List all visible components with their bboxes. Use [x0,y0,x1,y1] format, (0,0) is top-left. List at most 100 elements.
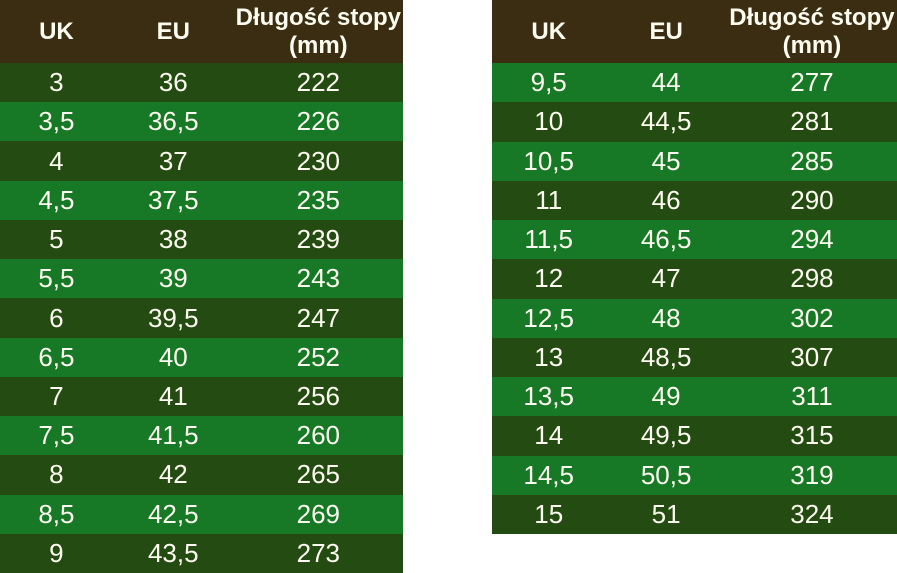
cell-uk: 5,5 [38,263,75,294]
table-body: 3 36 222 3,5 36,5 226 4 37 230 4,5 37,5 235 5 38 239 5,… [0,63,403,573]
table-row: 7 41 256 [0,376,403,417]
cell-uk: 12 [534,263,564,294]
cell-mm: 247 [296,302,341,333]
cell-eu: 40 [158,341,188,372]
table-row: 7,5 41,5 260 [0,416,403,456]
cell-uk: 6 [49,302,64,333]
header-cell-eu: EU [605,0,727,63]
table-row: 14 49,5 315 [492,416,897,456]
cell-eu: 48 [651,302,681,333]
cell-uk: 9 [49,537,64,568]
header-label-foot-length: Długość stopy (mm) [235,3,402,59]
cell-eu: 46,5 [640,224,692,255]
table-row: 8 42 265 [0,455,403,495]
header-cell-uk: UK [492,0,605,63]
table-row: 14,5 50,5 319 [492,455,897,495]
cell-eu: 42,5 [147,498,199,529]
cell-mm: 230 [296,145,341,176]
cell-eu: 37,5 [147,184,199,215]
table-row: 3,5 36,5 226 [0,102,403,142]
cell-eu: 48,5 [640,341,692,372]
table-row: 11 46 290 [492,180,897,220]
cell-uk: 3,5 [38,106,75,137]
cell-eu: 42 [158,459,188,490]
header-label-uk: UK [39,17,74,45]
cell-eu: 36 [158,67,188,98]
cell-uk: 14 [534,420,564,451]
cell-uk: 9,5 [530,67,567,98]
cell-uk: 7,5 [38,420,75,451]
cell-mm: 298 [790,263,834,294]
header-cell-foot-length: Długość stopy (mm) [727,0,897,63]
cell-eu: 41 [158,380,188,411]
cell-eu: 44,5 [640,106,692,137]
cell-eu: 41,5 [147,420,199,451]
cell-mm: 256 [296,380,341,411]
cell-uk: 8,5 [38,498,75,529]
header-cell-foot-length: Długość stopy (mm) [234,0,403,63]
table-row: 12,5 48 302 [492,298,897,338]
header-row: UK EU Długość stopy (mm) [0,0,403,63]
header-label-eu: EU [649,17,683,45]
cell-mm: 222 [296,67,341,98]
cell-eu: 39,5 [147,302,199,333]
cell-uk: 4 [49,145,64,176]
cell-eu: 39 [158,263,188,294]
cell-mm: 243 [296,263,341,294]
cell-mm: 311 [791,381,833,412]
cell-mm: 239 [296,224,341,255]
cell-mm: 302 [790,302,834,333]
cell-eu: 50,5 [640,459,692,490]
cell-eu: 36,5 [147,106,199,137]
cell-uk: 7 [49,380,64,411]
cell-mm: 307 [790,341,834,372]
table-row: 4 37 230 [0,141,403,181]
header-label-eu: EU [156,17,190,45]
cell-mm: 294 [790,224,834,255]
cell-uk: 4,5 [38,184,75,215]
size-table-left: UK EU Długość stopy (mm) 3 36 222 3,5 36,5 22… [0,0,403,573]
table-row: 4,5 37,5 235 [0,180,403,220]
cell-uk: 10 [534,106,564,137]
cell-mm: 315 [790,420,834,451]
cell-mm: 285 [790,145,834,176]
cell-eu: 49 [651,381,681,412]
cell-eu: 51 [651,498,681,529]
table-row: 5,5 39 243 [0,259,403,299]
cell-uk: 6,5 [38,341,75,372]
cell-mm: 273 [296,537,341,568]
cell-uk: 3 [49,67,64,98]
table-row: 11,5 46,5 294 [492,220,897,260]
cell-uk: 11,5 [524,224,574,255]
cell-uk: 10,5 [523,145,574,176]
cell-uk: 8 [49,459,64,490]
cell-eu: 43,5 [147,537,199,568]
cell-mm: 265 [296,459,341,490]
cell-uk: 15 [534,498,564,529]
cell-mm: 252 [296,341,341,372]
size-table-right: UK EU Długość stopy (mm) 9,5 44 277 10 44,5 2… [492,0,897,534]
table-row: 15 51 324 [492,494,897,534]
cell-eu: 49,5 [640,420,692,451]
table-row: 13,5 49 311 [492,377,897,417]
table-row: 9,5 44 277 [492,63,897,103]
cell-mm: 226 [296,106,341,137]
cell-eu: 45 [651,145,681,176]
cell-eu: 38 [158,224,188,255]
cell-eu: 47 [651,263,681,294]
cell-mm: 281 [790,106,834,137]
cell-mm: 260 [296,420,341,451]
cell-uk: 13 [534,341,564,372]
cell-mm: 235 [296,184,341,215]
table-row: 13 48,5 307 [492,337,897,377]
cell-uk: 14,5 [523,459,574,490]
cell-uk: 11 [535,184,563,215]
cell-mm: 319 [790,459,834,490]
header-row: UK EU Długość stopy (mm) [492,0,897,63]
cell-uk: 13,5 [523,381,574,412]
header-label-uk: UK [531,17,567,45]
cell-mm: 324 [790,498,834,529]
header-cell-eu: EU [113,0,234,63]
table-row: 5 38 239 [0,219,403,260]
